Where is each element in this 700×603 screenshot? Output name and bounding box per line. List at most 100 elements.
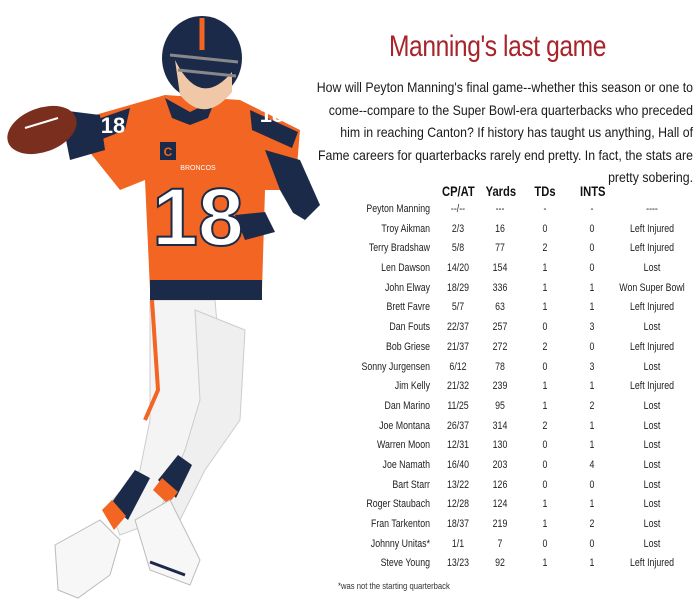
cell-cpat: 12/28 — [446, 498, 470, 511]
qb-name: Brett Favre — [386, 301, 430, 314]
qb-name: Jim Kelly — [394, 380, 430, 393]
table-row: Bob Griese 21/37 272 2 0 Left Injured — [330, 341, 700, 361]
sleeve-number-right: 18 — [260, 102, 284, 127]
captain-patch: C — [164, 145, 173, 159]
table-row: Troy Aikman 2/3 16 0 0 Left Injured — [330, 223, 700, 243]
cell-tds: 1 — [542, 518, 548, 530]
cell-result: ---- — [646, 203, 658, 215]
cell-yards: 7 — [497, 537, 503, 550]
cell-result: Lost — [643, 518, 661, 530]
cell-yards: 239 — [492, 380, 508, 393]
cell-cpat: 21/32 — [446, 380, 470, 393]
jersey-number: 18 — [152, 172, 243, 263]
cell-tds: 1 — [542, 380, 548, 393]
cell-tds: - — [543, 203, 547, 215]
table-row: Brett Favre 5/7 63 1 1 Left Injured — [330, 301, 700, 321]
cell-cpat: --/-- — [450, 203, 466, 215]
cell-ints: 3 — [589, 360, 595, 373]
cell-yards: 95 — [495, 399, 505, 412]
cell-tds: 0 — [542, 222, 548, 235]
table-body: Peyton Manning --/-- --- - - ---- Troy Aikman 2… — [330, 203, 700, 577]
qb-name: Fran Tarkenton — [370, 518, 430, 530]
cell-tds: 0 — [542, 321, 548, 334]
qb-name: Bart Starr — [392, 478, 430, 491]
table-row: Dan Marino 11/25 95 1 2 Lost — [330, 400, 700, 420]
football-icon — [7, 105, 77, 155]
cell-ints: 0 — [589, 537, 595, 550]
qb-name: Johnny Unitas* — [370, 537, 430, 550]
cell-yards: 219 — [492, 518, 508, 530]
cell-tds: 0 — [542, 439, 548, 452]
cell-ints: 0 — [589, 262, 595, 275]
cell-result: Left Injured — [629, 340, 675, 353]
table-row: Warren Moon 12/31 130 0 1 Lost — [330, 439, 700, 459]
cell-ints: 4 — [589, 458, 595, 471]
table-row: Jim Kelly 21/32 239 1 1 Left Injured — [330, 380, 700, 400]
cell-yards: 203 — [492, 458, 508, 471]
table-row: Joe Montana 26/37 314 2 1 Lost — [330, 420, 700, 440]
cell-yards: 336 — [492, 281, 508, 294]
left-shoe — [54, 519, 121, 599]
cell-cpat: 16/40 — [446, 458, 470, 471]
qb-name: Bob Griese — [385, 340, 430, 353]
qb-name: Warren Moon — [377, 439, 430, 452]
cell-tds: 1 — [542, 399, 548, 412]
cell-tds: 1 — [542, 262, 548, 275]
cell-ints: - — [590, 203, 594, 215]
cell-ints: 0 — [589, 478, 595, 491]
cell-cpat: 22/37 — [446, 321, 470, 334]
cell-tds: 2 — [542, 340, 548, 353]
stats-table: CP/AT Yards TDs INTS Peyton Manning --/--… — [330, 183, 700, 577]
cell-result: Left Injured — [629, 557, 675, 570]
cell-cpat: 26/37 — [446, 419, 470, 432]
cell-ints: 1 — [589, 439, 595, 452]
table-row: Sonny Jurgensen 6/12 78 0 3 Lost — [330, 361, 700, 381]
cell-tds: 1 — [542, 281, 548, 294]
cell-ints: 3 — [589, 321, 595, 334]
table-row: Steve Young 13/23 92 1 1 Left Injured — [330, 557, 700, 577]
table-row: Len Dawson 14/20 154 1 0 Lost — [330, 262, 700, 282]
cell-result: Lost — [643, 537, 661, 550]
cell-ints: 2 — [589, 399, 595, 412]
qb-name: Steve Young — [380, 557, 430, 570]
cell-ints: 0 — [589, 340, 595, 353]
cell-cpat: 5/7 — [451, 301, 465, 314]
cell-yards: 16 — [495, 222, 505, 235]
cell-result: Left Injured — [629, 222, 675, 235]
table-row: John Elway 18/29 336 1 1 Won Super Bowl — [330, 282, 700, 302]
qb-name: John Elway — [384, 281, 430, 294]
cell-yards: 126 — [492, 478, 508, 491]
cell-cpat: 13/23 — [446, 557, 470, 570]
cell-result: Lost — [643, 498, 661, 511]
qb-name: Joe Montana — [379, 419, 430, 432]
cell-yards: 124 — [492, 498, 508, 511]
cell-ints: 1 — [589, 498, 595, 511]
table-row: Johnny Unitas* 1/1 7 0 0 Lost — [330, 538, 700, 558]
cell-yards: 130 — [492, 439, 508, 452]
cell-ints: 0 — [589, 222, 595, 235]
column-header-ints: INTS — [580, 183, 606, 199]
cell-cpat: 18/29 — [446, 281, 470, 294]
cell-yards: --- — [495, 203, 505, 215]
column-header-tds: TDs — [534, 183, 556, 199]
table-row: Fran Tarkenton 18/37 219 1 2 Lost — [330, 518, 700, 538]
cell-result: Lost — [643, 321, 661, 334]
cell-result: Lost — [643, 262, 661, 275]
cell-cpat: 21/37 — [446, 340, 470, 353]
cell-tds: 0 — [542, 537, 548, 550]
cell-tds: 0 — [542, 458, 548, 471]
cell-result: Lost — [643, 439, 661, 452]
qb-name: Dan Fouts — [389, 321, 430, 334]
cell-yards: 78 — [495, 360, 505, 373]
cell-result: Won Super Bowl — [619, 281, 685, 294]
cell-ints: 1 — [589, 419, 595, 432]
cell-cpat: 12/31 — [446, 439, 470, 452]
sleeve-number-left: 18 — [101, 113, 125, 138]
cell-cpat: 2/3 — [451, 222, 465, 235]
qb-name: Len Dawson — [381, 262, 430, 275]
cell-result: Lost — [643, 458, 661, 471]
cell-tds: 2 — [542, 419, 548, 432]
cell-ints: 1 — [589, 301, 595, 314]
cell-tds: 2 — [542, 242, 548, 255]
page-title: Manning's last game — [388, 30, 607, 63]
